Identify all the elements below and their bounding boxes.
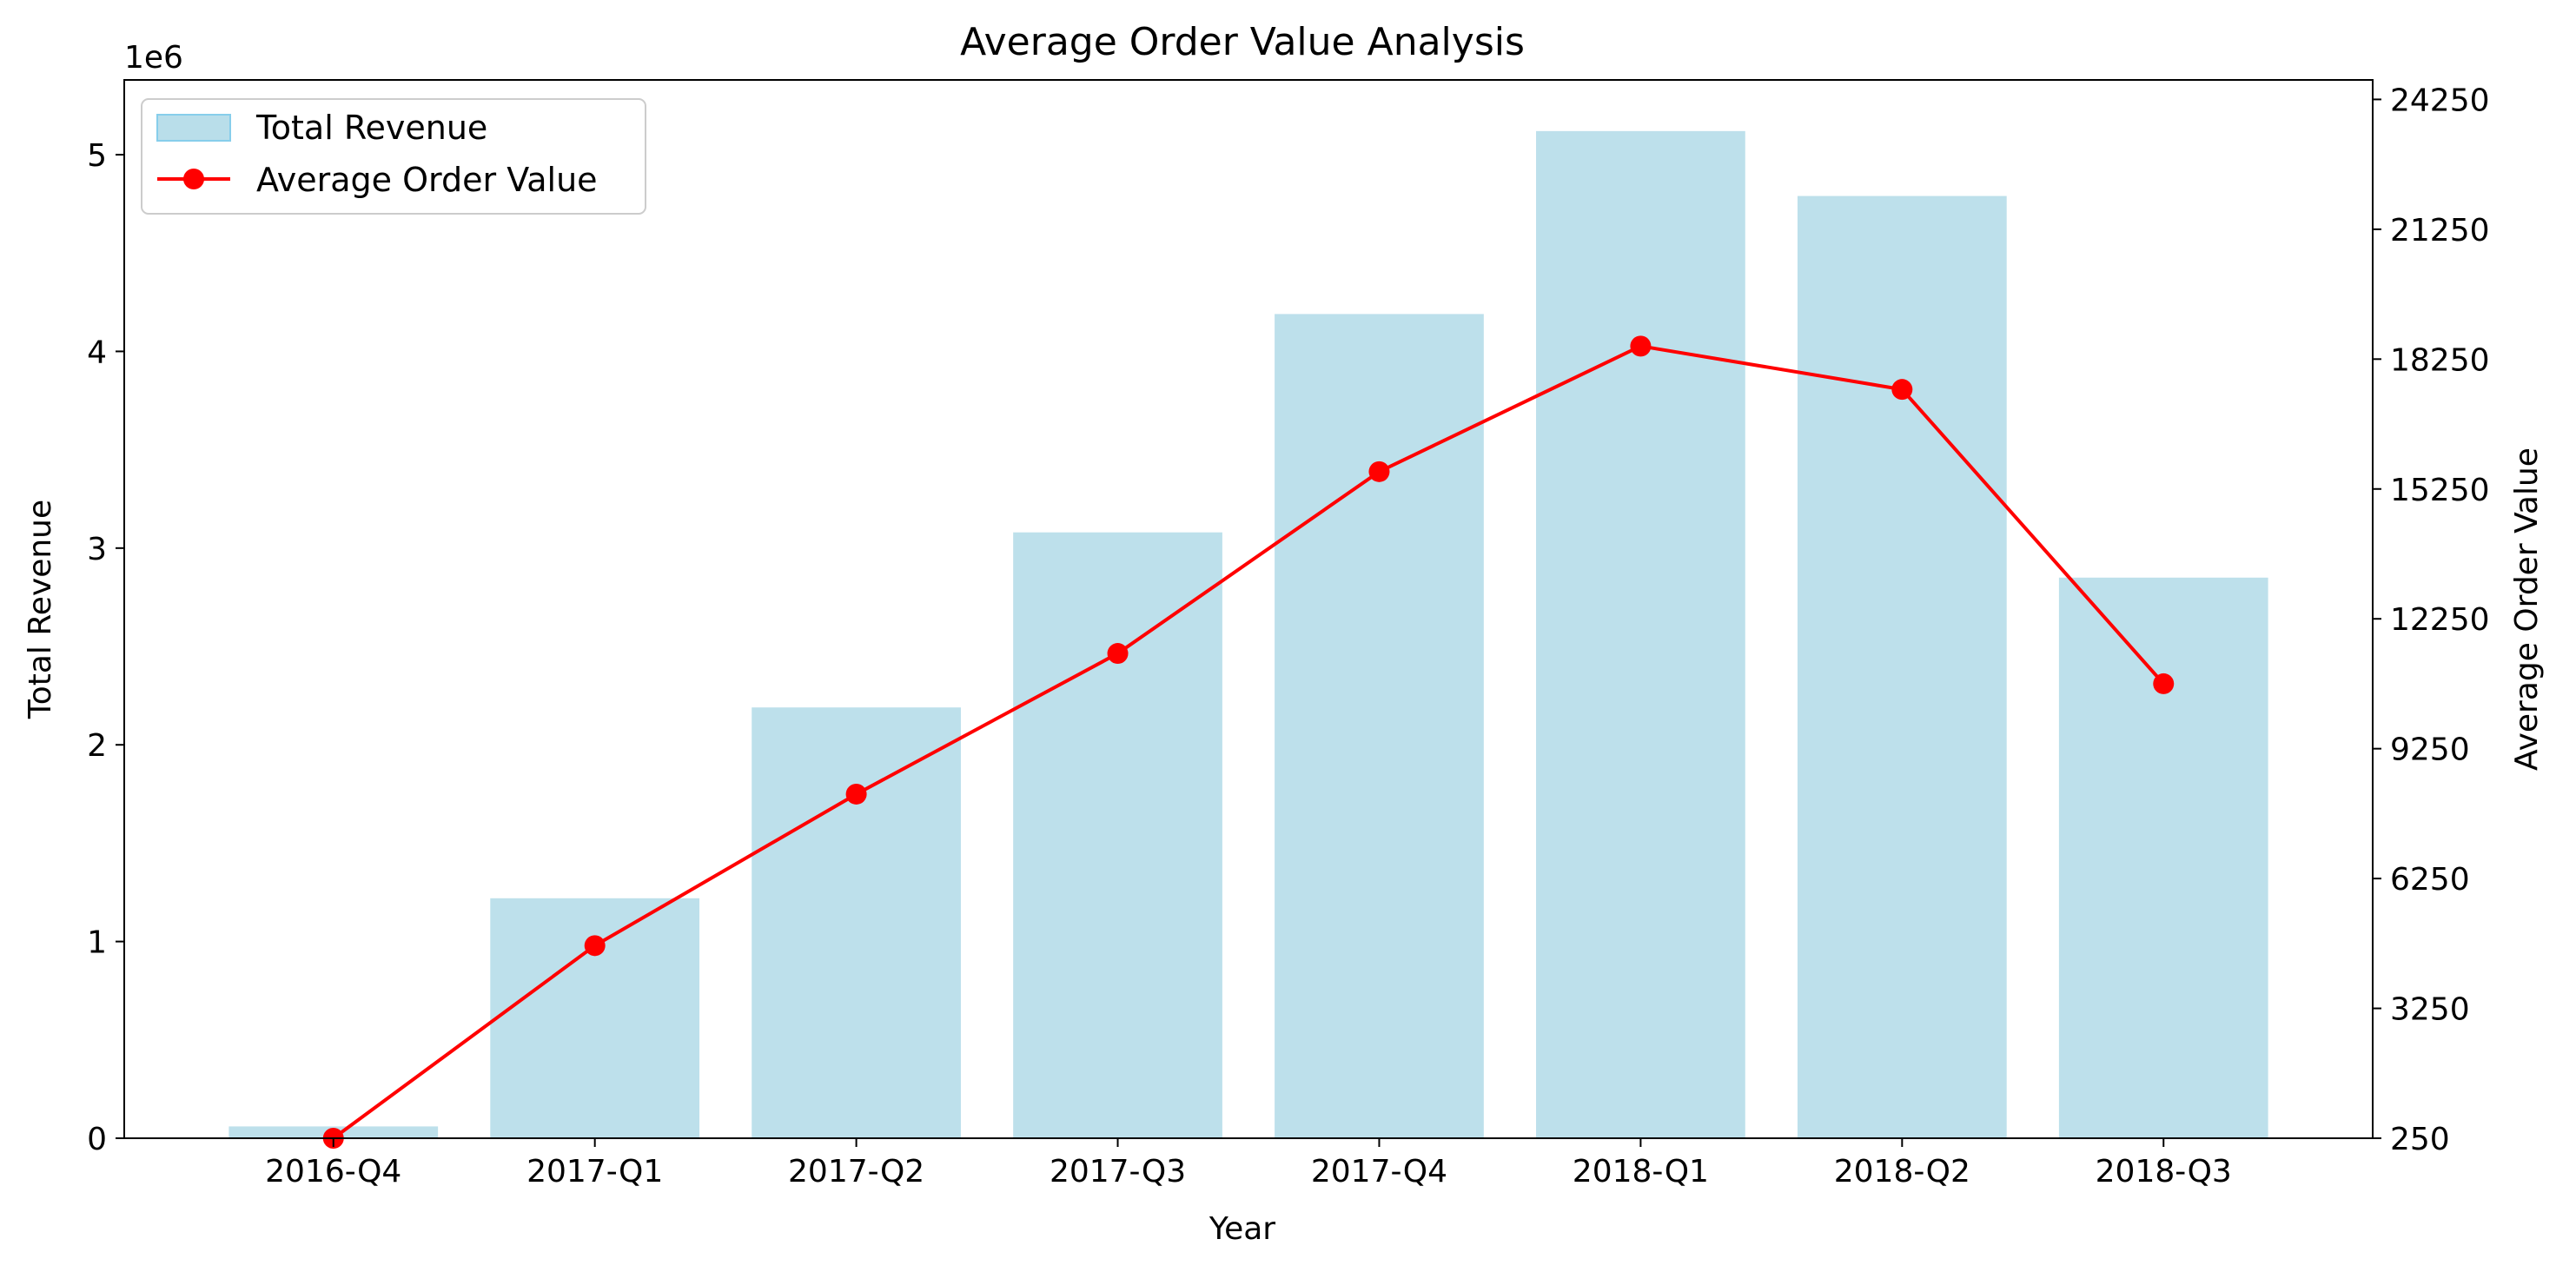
right-y-tick-label-21250: 21250 xyxy=(2390,213,2490,249)
legend-box xyxy=(141,98,646,215)
left-y-tick-label-3: 3 xyxy=(87,532,107,567)
average-order-value-point-2017-q3 xyxy=(1107,643,1129,665)
right-y-tick-label-250: 250 xyxy=(2390,1122,2450,1157)
right-y-axis-label: Average Order Value xyxy=(2509,447,2545,771)
revenue-bar-2017-q4 xyxy=(1275,314,1484,1138)
x-axis-ticks: 2016-Q4 2017-Q1 2017-Q2 2017-Q3 2017-Q4 2018-… xyxy=(265,1138,2232,1190)
revenue-bar-2018-q2 xyxy=(1797,195,2007,1138)
legend-average-order-value-label: Average Order Value xyxy=(256,161,598,199)
chart-title: Average Order Value Analysis xyxy=(960,20,1525,64)
revenue-bars xyxy=(228,130,2268,1139)
legend-average-order-value-marker-swatch xyxy=(183,169,204,189)
average-order-value-markers xyxy=(322,335,2175,1149)
right-y-tick-label-12250: 12250 xyxy=(2390,602,2490,638)
x-tick-label-2018-q3: 2018-Q3 xyxy=(2096,1154,2232,1190)
left-y-tick-label-5: 5 xyxy=(87,138,107,174)
right-y-axis-ticks: 250 3250 6250 9250 12250 15250 18250 21250 24250 xyxy=(2373,83,2490,1157)
left-axis-multiplier: 1e6 xyxy=(124,40,183,76)
average-order-value-point-2018-q2 xyxy=(1891,379,1913,401)
average-order-value-point-2017-q2 xyxy=(845,783,867,805)
x-tick-label-2017-q3: 2017-Q3 xyxy=(1050,1154,1186,1190)
average-order-value-point-2017-q4 xyxy=(1368,461,1390,482)
right-y-tick-label-15250: 15250 xyxy=(2390,473,2490,508)
revenue-bar-2017-q2 xyxy=(752,707,961,1138)
right-y-tick-label-3250: 3250 xyxy=(2390,992,2470,1028)
revenue-bar-2018-q3 xyxy=(2058,577,2268,1138)
x-axis-label: Year xyxy=(1209,1211,1275,1247)
x-tick-label-2018-q2: 2018-Q2 xyxy=(1834,1154,1970,1190)
average-order-value-line xyxy=(332,344,2165,1140)
revenue-bar-2017-q3 xyxy=(1013,532,1222,1138)
revenue-bar-2018-q1 xyxy=(1536,130,1745,1139)
average-order-value-point-2017-q1 xyxy=(584,935,606,957)
legend-total-revenue-label: Total Revenue xyxy=(255,109,487,147)
x-tick-label-2017-q1: 2017-Q1 xyxy=(526,1154,663,1190)
x-tick-label-2018-q1: 2018-Q1 xyxy=(1573,1154,1709,1190)
average-order-value-polyline xyxy=(332,344,2165,1140)
right-y-tick-label-24250: 24250 xyxy=(2390,83,2490,118)
revenue-bar-2017-q1 xyxy=(490,898,700,1138)
right-y-tick-label-6250: 6250 xyxy=(2390,862,2470,898)
right-y-tick-label-9250: 9250 xyxy=(2390,732,2470,768)
plot-frame xyxy=(123,79,2374,1139)
left-y-tick-label-1: 1 xyxy=(87,925,107,961)
legend: Total Revenue Average Order Value xyxy=(141,98,646,215)
x-tick-label-2017-q2: 2017-Q2 xyxy=(788,1154,924,1190)
x-tick-label-2016-q4: 2016-Q4 xyxy=(265,1154,401,1190)
left-y-axis-label: Total Revenue xyxy=(23,500,58,719)
legend-total-revenue-swatch xyxy=(156,114,231,142)
right-y-tick-label-18250: 18250 xyxy=(2390,342,2490,378)
left-y-tick-label-2: 2 xyxy=(87,728,107,764)
x-tick-label-2017-q4: 2017-Q4 xyxy=(1311,1154,1447,1190)
average-order-value-point-2018-q3 xyxy=(2153,673,2175,694)
left-y-tick-label-4: 4 xyxy=(87,335,107,370)
left-y-axis-ticks: 0 1 2 3 4 5 xyxy=(87,138,124,1157)
left-y-tick-label-0: 0 xyxy=(87,1122,107,1157)
average-order-value-point-2018-q1 xyxy=(1630,335,1652,357)
